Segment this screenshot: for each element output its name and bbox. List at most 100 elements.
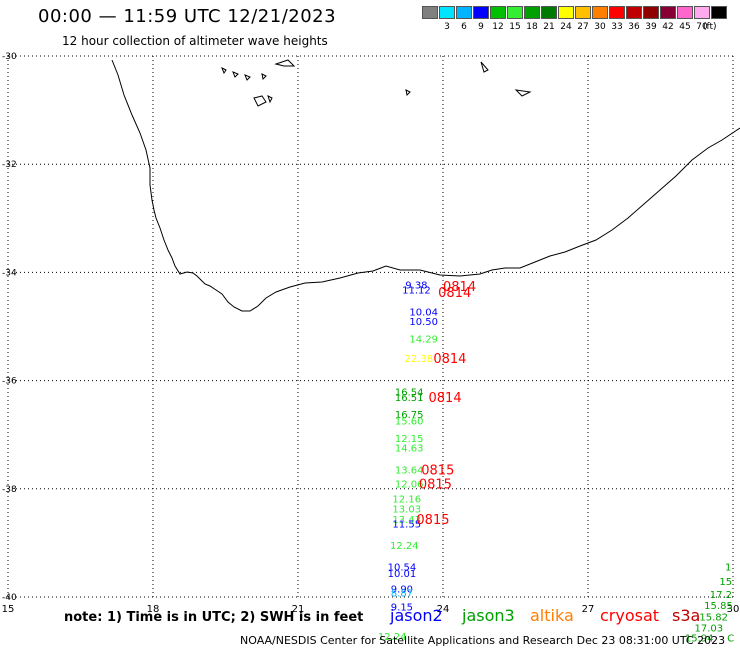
pass-time-label: 0814: [443, 280, 476, 295]
latitude-label: -32: [2, 160, 17, 170]
legend-swatch: [711, 6, 727, 19]
coastline: [111, 59, 740, 312]
wave-height-value: 15.85: [704, 601, 733, 612]
island-9: [480, 61, 489, 73]
latitude-label: -38: [2, 485, 17, 495]
longitude-label: 18: [147, 604, 160, 615]
wave-height-value: 11.55: [392, 519, 421, 530]
legend-tick-label: 70: [696, 22, 708, 32]
pass-time-label: 0814: [438, 286, 471, 301]
legend-swatch: [490, 6, 506, 19]
legend-tick-label: 42: [662, 22, 674, 32]
pass-time-label: 0814: [429, 391, 462, 406]
legend-tick-label: 9: [478, 22, 484, 32]
legend-unit: (ft): [703, 22, 717, 32]
legend-swatch: [541, 6, 557, 19]
legend-tick-label: 24: [560, 22, 572, 32]
wave-height-value: 22.38: [405, 354, 434, 365]
longitude-label: 21: [292, 604, 305, 615]
legend-tick-label: 33: [611, 22, 623, 32]
longitude-label: 24: [437, 604, 450, 615]
south-africa-coastline: [111, 59, 740, 312]
wave-height-value: 17.2: [710, 590, 732, 601]
legend-swatch: [575, 6, 591, 19]
wave-height-value: 8.87: [391, 589, 413, 600]
legend-swatch: [456, 6, 472, 19]
legend-tick-label: 6: [461, 22, 467, 32]
wave-height-value: 10.01: [388, 569, 417, 580]
island-5: [253, 95, 267, 107]
legend-tick-label: 30: [594, 22, 606, 32]
legend-swatch: [558, 6, 574, 19]
wave-height-value: 12.06: [395, 479, 424, 490]
wave-height-value: 17.03: [695, 623, 724, 634]
legend-tick-label: 21: [543, 22, 555, 32]
island-8: [405, 89, 411, 97]
legend-swatch: [524, 6, 540, 19]
latitude-label: -30: [2, 52, 17, 62]
pass-time-label: 0815: [416, 513, 449, 528]
wave-height-value: 13.64: [395, 465, 424, 476]
legend-swatch: [592, 6, 608, 19]
legend-tick-label: 12: [492, 22, 504, 32]
wave-height-value: 9.15: [391, 603, 413, 614]
map-subtitle: 12 hour collection of altimeter wave hei…: [62, 34, 328, 48]
island-6: [267, 95, 273, 104]
wave-height-value: 10.54: [388, 563, 417, 574]
satellite-legend-entry: s3a: [672, 606, 701, 625]
legend-swatch: [677, 6, 693, 19]
pass-time-label: 0814: [433, 352, 466, 367]
legend-swatch: [660, 6, 676, 19]
legend-swatch: [507, 6, 523, 19]
wave-height-value: 12.16: [392, 495, 421, 506]
wave-height-value: 15.82: [699, 612, 728, 623]
satellite-legend-entry: jason2: [390, 606, 443, 625]
map-title: 00:00 — 11:59 UTC 12/21/2023: [38, 6, 337, 27]
satellite-legend-entry: jason3: [462, 606, 515, 625]
legend-tick-label: 36: [628, 22, 640, 32]
credit-line: NOAA/NESDIS Center for Satellite Applica…: [240, 634, 726, 647]
wave-height-value: 14.29: [409, 334, 438, 345]
legend-swatch: [609, 6, 625, 19]
wave-height-value: 1: [725, 563, 731, 574]
wave-height-value: 11.12: [402, 286, 431, 297]
longitude-label: 30: [727, 604, 740, 615]
wave-height-value: 15.60: [395, 417, 424, 428]
footnote: note: 1) Time is in UTC; 2) SWH is in fe…: [64, 610, 364, 625]
island-10: [514, 89, 532, 97]
wave-height-value: 10.50: [409, 317, 438, 328]
wave-height-value: 9.90: [391, 584, 413, 595]
legend-swatch: [422, 6, 438, 19]
legend-swatch: [439, 6, 455, 19]
latitude-label: -40: [2, 593, 17, 603]
legend-tick-label: 3: [444, 22, 450, 32]
wave-height-value: C: [727, 634, 734, 645]
wave-height-value: 9.38: [405, 280, 427, 291]
legend-swatch: [473, 6, 489, 19]
wave-height-value: 12.15: [395, 434, 424, 445]
wave-height-value: 14.63: [395, 444, 424, 455]
legend-tick-label: 39: [645, 22, 657, 32]
legend-tick-label: 45: [679, 22, 691, 32]
legend-tick-label: 18: [526, 22, 538, 32]
satellite-legend-entry: altika: [530, 606, 574, 625]
wave-height-value: 13.03: [392, 504, 421, 515]
island-2: [232, 71, 239, 78]
pass-time-label: 0815: [419, 477, 452, 492]
legend-tick-label: 15: [509, 22, 521, 32]
island-3: [244, 74, 251, 81]
legend-swatch: [643, 6, 659, 19]
legend-swatch: [626, 6, 642, 19]
wave-height-value: 13.43: [392, 515, 421, 526]
wave-height-value: 16.51: [395, 393, 424, 404]
wave-height-value: 16.75: [395, 410, 424, 421]
wave-height-value: 12.24: [378, 632, 407, 643]
wave-height-value: 15: [719, 577, 732, 588]
wave-height-value: 16.54: [395, 387, 424, 398]
wave-height-value: 10.04: [409, 307, 438, 318]
legend-swatch: [694, 6, 710, 19]
